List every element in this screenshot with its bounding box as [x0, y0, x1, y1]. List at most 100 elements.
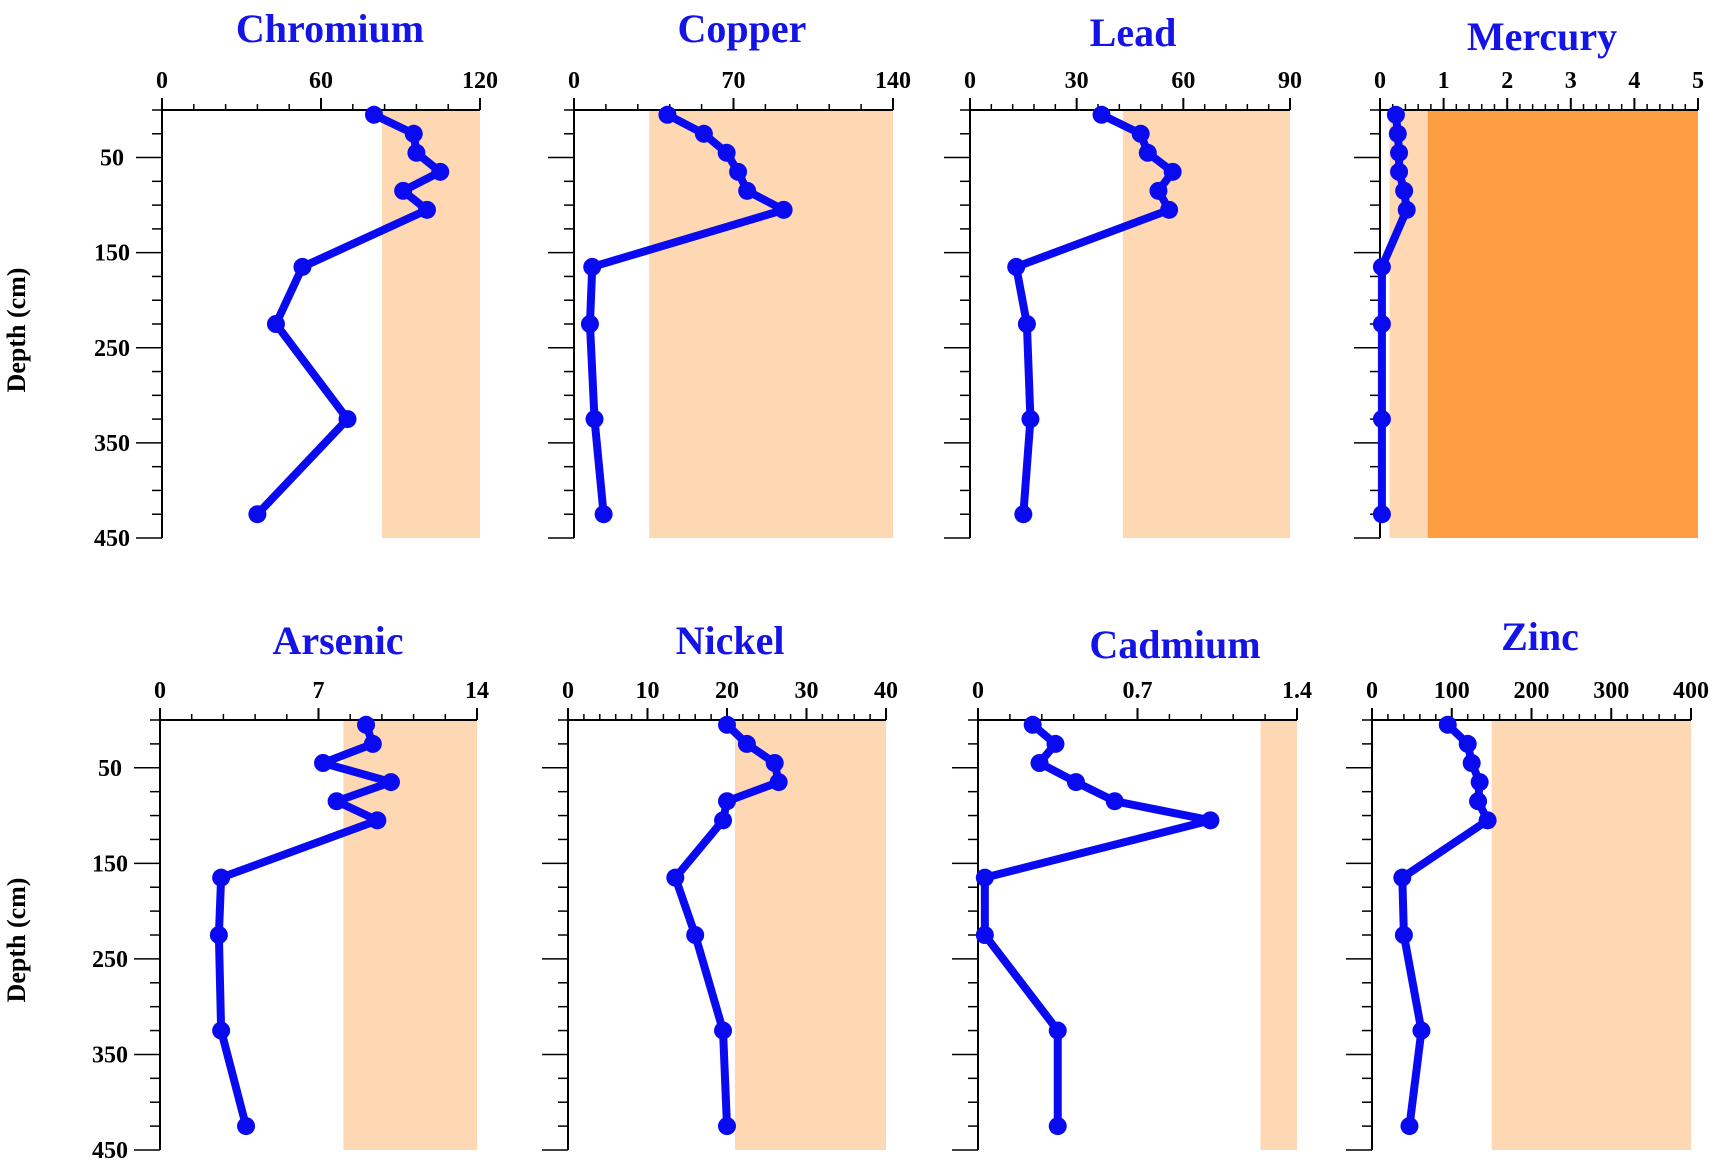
- data-point: [327, 792, 346, 811]
- data-point: [1066, 773, 1085, 792]
- x-tick-label: 60: [1171, 68, 1195, 94]
- data-point: [765, 754, 784, 772]
- x-tick-label: 0: [156, 68, 168, 94]
- x-tick-label: 100: [1434, 678, 1470, 704]
- reference-band-light: [1491, 720, 1691, 1150]
- data-point: [1372, 257, 1391, 276]
- x-tick-label: 30: [795, 678, 819, 704]
- x-tick-label: 140: [875, 68, 911, 94]
- x-tick-label: 120: [462, 68, 498, 94]
- x-tick-label: 0: [1374, 68, 1386, 94]
- data-point: [368, 811, 387, 830]
- panel-mercury: 0 1 2 3 4 5 Mercury: [1354, 14, 1704, 539]
- x-tick-label: 1.4: [1282, 678, 1312, 704]
- reference-band-light: [1260, 720, 1297, 1150]
- data-point: [717, 143, 736, 162]
- x-tick-label: 10: [636, 678, 660, 704]
- data-point: [729, 162, 748, 181]
- data-point: [1030, 754, 1049, 772]
- data-point: [1149, 181, 1168, 200]
- data-point: [248, 505, 267, 524]
- data-point: [1395, 181, 1414, 200]
- x-tick-label: 5: [1692, 68, 1704, 94]
- y-tick-label: 250: [92, 947, 128, 973]
- data-point: [1478, 811, 1497, 830]
- data-point: [1105, 792, 1124, 811]
- data-point: [293, 257, 312, 276]
- y-tick-label: 450: [94, 526, 130, 552]
- data-point: [365, 105, 383, 124]
- x-tick-label: 400: [1673, 678, 1709, 704]
- data-point: [404, 124, 423, 143]
- x-tick-label: 3: [1565, 68, 1577, 94]
- panel-chromium: 0 60 120 50 150 250 350 450 Chromium: [94, 6, 498, 552]
- panel-title: Copper: [678, 6, 807, 51]
- data-point: [1048, 1117, 1067, 1136]
- series-line: [1398, 720, 1492, 1131]
- x-tick-label: 2: [1501, 68, 1513, 94]
- data-point: [1017, 315, 1036, 333]
- data-point: [1163, 162, 1182, 181]
- x-tick-label: 0: [1366, 678, 1378, 704]
- series-line: [585, 110, 788, 519]
- x-tick-label: 0.7: [1123, 678, 1153, 704]
- data-point: [1138, 143, 1157, 162]
- data-point: [1400, 1117, 1419, 1136]
- data-point: [594, 505, 613, 524]
- y-axis-label: Depth (cm): [2, 878, 31, 1003]
- panel-title: Zinc: [1501, 614, 1579, 659]
- data-point: [1131, 124, 1150, 143]
- data-point: [1412, 1021, 1431, 1040]
- data-point: [694, 124, 713, 143]
- panel-arsenic: 0 7 14 50 150 250 350 450 Arsenic: [92, 618, 489, 1160]
- y-tick-label: 250: [94, 336, 130, 362]
- data-point: [1372, 505, 1391, 524]
- data-point: [738, 181, 757, 200]
- x-tick-label: 70: [722, 68, 746, 94]
- data-point: [975, 868, 994, 887]
- panel-title: Lead: [1090, 10, 1177, 55]
- series-line: [253, 110, 445, 519]
- data-point: [686, 926, 705, 944]
- data-point: [774, 200, 793, 219]
- data-point: [266, 315, 285, 333]
- panel-zinc: 0 100 200 300 400 Zinc: [1346, 614, 1709, 1151]
- data-point: [314, 754, 333, 772]
- x-tick-label: 4: [1628, 68, 1640, 94]
- y-tick-label: 350: [94, 431, 130, 457]
- data-point: [431, 162, 450, 181]
- data-point: [1438, 715, 1457, 734]
- data-point: [1023, 715, 1042, 734]
- data-point: [418, 200, 436, 219]
- y-tick-label: 150: [92, 851, 128, 877]
- data-point: [363, 734, 382, 753]
- data-point: [394, 181, 413, 200]
- data-point: [718, 792, 736, 811]
- data-point: [1201, 811, 1220, 830]
- data-point: [718, 1117, 736, 1136]
- panel-copper: 0 70 140 Copper: [548, 6, 911, 539]
- y-tick-label: 50: [98, 756, 122, 782]
- data-point: [1014, 505, 1033, 524]
- data-point: [1021, 410, 1040, 429]
- reference-band-light: [343, 720, 477, 1150]
- panel-title: Nickel: [676, 618, 785, 663]
- y-tick-label: 450: [92, 1138, 128, 1160]
- data-point: [1388, 124, 1407, 143]
- data-point: [1386, 105, 1405, 124]
- data-point: [1458, 734, 1477, 753]
- data-point: [338, 410, 357, 429]
- series-line: [214, 720, 395, 1131]
- data-point: [1462, 754, 1481, 772]
- data-point: [1390, 143, 1409, 162]
- data-point: [585, 410, 604, 429]
- data-point: [658, 105, 677, 124]
- data-point: [714, 1021, 733, 1040]
- data-point: [737, 734, 756, 753]
- data-point: [1046, 734, 1065, 753]
- data-point: [1397, 200, 1416, 219]
- x-tick-label: 40: [874, 678, 898, 704]
- data-point: [666, 868, 685, 887]
- data-point: [714, 811, 733, 830]
